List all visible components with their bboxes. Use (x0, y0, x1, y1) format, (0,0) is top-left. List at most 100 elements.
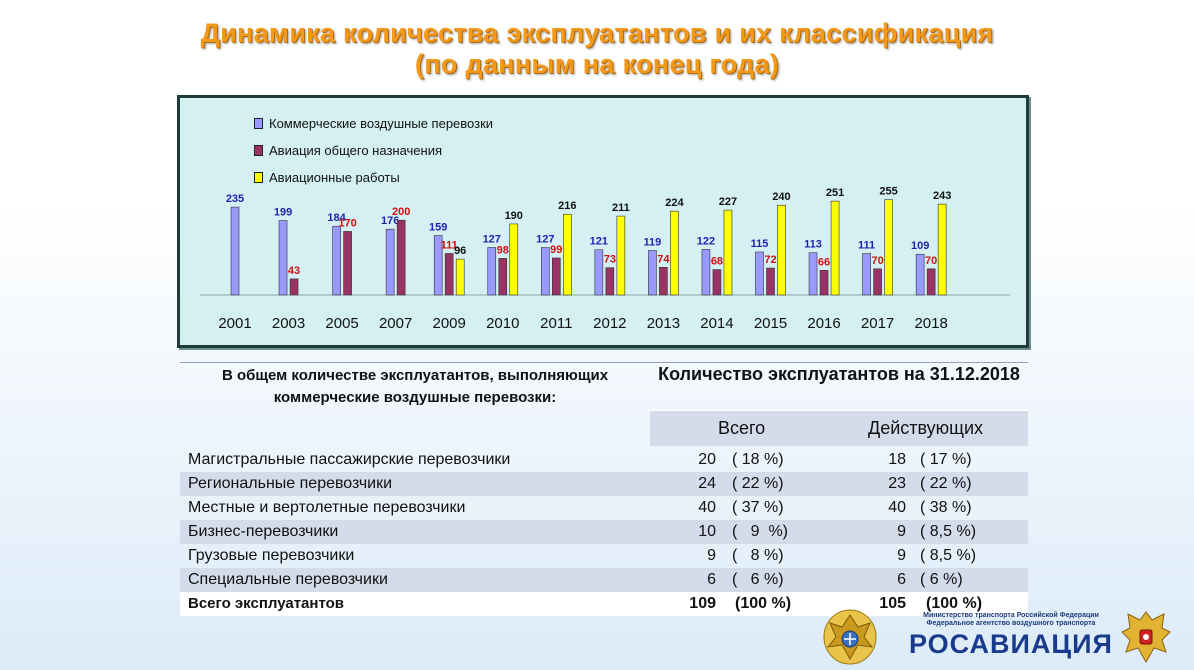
row-name: Местные и вертолетные перевозчики (188, 499, 466, 516)
bar-commercial-2013 (648, 250, 657, 296)
bar-works-2016 (830, 200, 840, 296)
data-label-commercial-2001: 235 (226, 193, 244, 205)
x-tick-label-2010: 2010 (486, 315, 519, 332)
logo-name: РОСАВИАЦИЯ (909, 629, 1113, 659)
legend-swatch-commercial (254, 118, 263, 129)
data-label-commercial-2009: 159 (429, 222, 447, 234)
bar-commercial-2003 (278, 220, 288, 296)
coat-of-arms-icon (1121, 611, 1171, 664)
ministry-emblem-icon (823, 609, 877, 665)
bar-general-2007 (396, 219, 406, 296)
row-name: Региональные перевозчики (188, 475, 393, 492)
row-active-value: 18 (888, 451, 906, 468)
data-label-commercial-2010: 127 (483, 234, 501, 246)
bar-general-2012 (605, 267, 615, 296)
x-tick-label-2016: 2016 (807, 315, 840, 332)
row-total-percent: ( 6 %) (732, 571, 784, 588)
row-active-percent: ( 6 %) (920, 571, 963, 588)
bar-works-2009 (455, 258, 465, 296)
data-label-works-2016: 251 (826, 187, 844, 199)
bar-works-2017 (884, 199, 893, 296)
total-row-total-value: 109 (689, 595, 716, 612)
logo-caption-line-2: Федеральное агентство воздушного транспо… (926, 620, 1096, 627)
bar-works-2010 (509, 223, 519, 296)
column-header-total: Всего (718, 418, 766, 438)
bar-works-2011 (562, 213, 572, 296)
bar-general-2009 (444, 253, 454, 296)
bar-general-2015 (766, 267, 775, 296)
total-row-name: Всего эксплуатантов (188, 595, 344, 612)
data-label-general-2015: 72 (764, 254, 776, 266)
row-name: Грузовые перевозчики (188, 547, 355, 564)
data-label-general-2011: 99 (550, 244, 562, 256)
row-active-value: 9 (897, 547, 906, 564)
x-tick-label-2012: 2012 (593, 315, 626, 332)
legend-item-commercial: Коммерческие воздушные перевозки (254, 110, 493, 137)
bar-general-2013 (659, 267, 668, 296)
bar-commercial-2016 (808, 252, 818, 296)
data-label-commercial-2014: 122 (697, 235, 715, 247)
data-label-general-2007: 200 (392, 206, 410, 218)
bar-works-2015 (777, 204, 786, 296)
data-label-commercial-2013: 119 (644, 236, 662, 248)
data-label-works-2013: 224 (665, 197, 684, 209)
rosaviatsiya-logo: Министерство транспорта Российской Федер… (820, 603, 1194, 670)
total-row-active-percent: (100 %) (926, 595, 983, 612)
data-label-general-2010: 98 (497, 244, 509, 256)
page-title: Динамика количества эксплуатантов и их к… (0, 18, 1194, 80)
x-tick-label-2015: 2015 (754, 315, 787, 332)
row-total-percent: ( 22 %) (732, 475, 784, 492)
data-label-commercial-2005: 184 (327, 212, 346, 224)
bar-commercial-2012 (594, 249, 604, 296)
bar-general-2016 (819, 270, 829, 296)
bar-commercial-2011 (540, 247, 550, 296)
x-tick-label-2009: 2009 (433, 315, 466, 332)
row-total-value: 10 (698, 523, 716, 540)
table-row: Региональные перевозчики 24 ( 22 %) 23 ( 22 … (180, 472, 1028, 496)
legend-label-general: Авиация общего назначения (269, 143, 443, 158)
row-name: Специальные перевозчики (188, 571, 388, 588)
table-row: Бизнес-перевозчики 10 ( 9 %) 9 ( 8,5 %) (180, 520, 1028, 544)
chart-legend: Коммерческие воздушные перевозки Авиация… (254, 110, 493, 191)
data-label-commercial-2017: 111 (858, 239, 875, 251)
data-label-works-2017: 255 (879, 186, 897, 198)
x-tick-label-2001: 2001 (218, 315, 251, 332)
legend-swatch-general (254, 145, 263, 156)
legend-item-works: Авиационные работы (254, 164, 493, 191)
data-label-works-2015: 240 (772, 191, 790, 203)
row-total-value: 40 (698, 499, 716, 516)
data-label-general-2016: 66 (818, 256, 830, 268)
chart-frame: 235 2001 199 43 2003 184 170 2005 176 200 2007 159 1… (177, 95, 1029, 348)
data-label-works-2011: 216 (558, 200, 576, 212)
data-label-commercial-2015: 115 (751, 238, 769, 250)
data-label-general-2003: 43 (288, 265, 300, 277)
row-total-percent: ( 18 %) (732, 451, 784, 468)
row-active-value: 40 (888, 499, 906, 516)
row-active-value: 23 (888, 475, 906, 492)
bar-works-2013 (670, 210, 679, 296)
bar-works-2012 (616, 215, 626, 296)
data-label-general-2005: 170 (338, 217, 356, 229)
row-total-percent: ( 8 %) (732, 547, 784, 564)
row-active-percent: ( 22 %) (920, 475, 972, 492)
data-label-general-2012: 73 (604, 254, 616, 266)
total-row-active-value: 105 (879, 595, 906, 612)
legend-item-general: Авиация общего назначения (254, 137, 493, 164)
bar-general-2005 (343, 231, 352, 296)
row-active-percent: ( 8,5 %) (920, 547, 977, 564)
title-line-1: Динамика количества эксплуатантов и их к… (200, 18, 994, 48)
x-tick-label-2018: 2018 (914, 315, 947, 332)
row-active-value: 6 (897, 571, 906, 588)
row-active-value: 9 (897, 523, 906, 540)
data-label-works-2014: 227 (719, 196, 737, 208)
data-label-general-2017: 70 (871, 255, 883, 267)
x-tick-label-2005: 2005 (325, 315, 358, 332)
bar-commercial-2017 (862, 253, 871, 296)
data-label-works-2018: 243 (933, 190, 951, 202)
x-tick-label-2003: 2003 (272, 315, 305, 332)
bar-commercial-2001 (230, 206, 240, 296)
data-label-commercial-2007: 176 (381, 215, 399, 227)
x-tick-label-2011: 2011 (540, 315, 572, 332)
column-header-active: Действующих (868, 418, 984, 438)
table-row: Специальные перевозчики 6 ( 6 %) 6 ( 6 %) (180, 568, 1028, 592)
